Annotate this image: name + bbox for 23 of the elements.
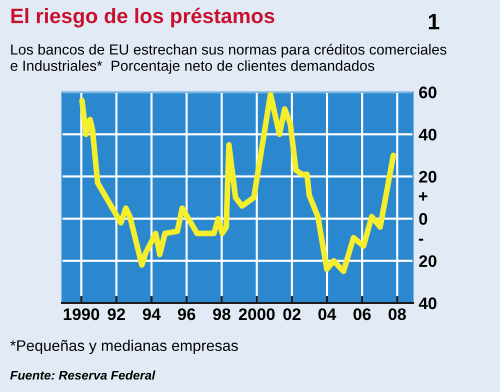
x-tick-label: 92: [108, 308, 126, 320]
y-tick-label: 20: [419, 170, 436, 183]
x-tick-label: 1990: [64, 308, 100, 320]
x-tick-label: 96: [178, 308, 196, 320]
x-tick-label: 02: [283, 308, 301, 320]
x-tick-label: 06: [353, 308, 371, 320]
x-tick-label: 98: [213, 308, 230, 320]
x-tick-label: 94: [142, 308, 161, 320]
x-tick-label: 08: [388, 308, 406, 320]
chart-subtitle: Los bancos de EU estrechan sus normas para créditos comerciales e Industriales* Porcentaje neto de clientes demandados: [10, 44, 446, 74]
y-tick-label: 0: [419, 213, 428, 225]
text: *Pequeñas y medianas empresas: [10, 340, 238, 354]
source-note: Fuente: Reserva Federal: [10, 370, 156, 380]
text: -: [418, 238, 424, 241]
x-tick-label: 2000: [238, 308, 275, 320]
text: 1: [428, 14, 440, 30]
y-tick-label: 40: [418, 297, 436, 310]
y-tick-label: 20: [419, 255, 436, 268]
text: +: [418, 192, 428, 201]
x-tick-label: 04: [318, 308, 336, 320]
y-tick-label: 60: [419, 86, 436, 98]
chart-title: El riesgo de los préstamos: [11, 8, 274, 28]
y-tick-label: 40: [418, 128, 436, 140]
